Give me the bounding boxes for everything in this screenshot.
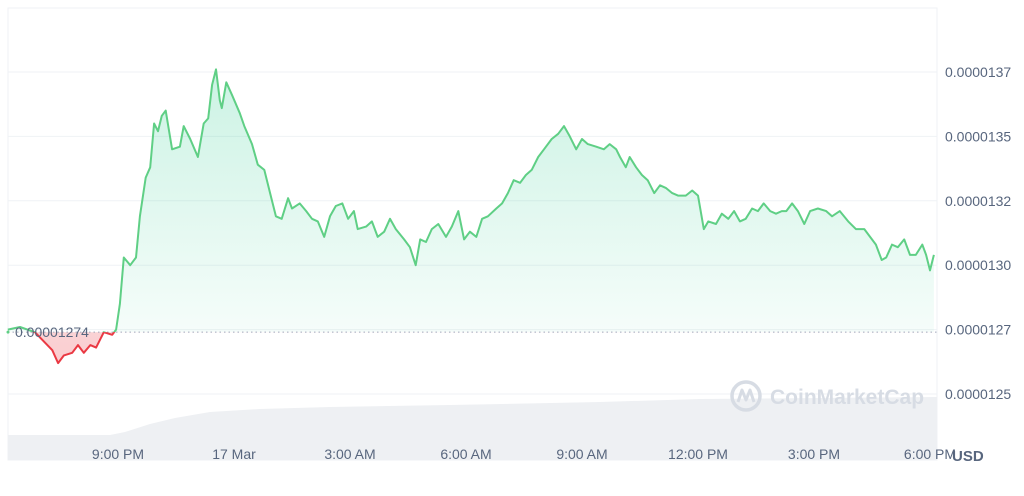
x-tick-label: 6:00 AM — [440, 446, 491, 462]
y-axis-unit: USD — [952, 448, 984, 465]
x-tick-label: 9:00 AM — [556, 446, 607, 462]
x-tick-label: 9:00 PM — [92, 446, 144, 462]
x-tick-label: 3:00 AM — [324, 446, 375, 462]
price-area-up — [7, 69, 934, 333]
baseline-label: 0.00001274 — [15, 324, 89, 340]
x-tick-label: 6:00 PM — [904, 446, 956, 462]
coinmarketcap-logo-wave — [736, 388, 756, 403]
coinmarketcap-logo-icon — [730, 380, 762, 412]
y-tick-label: 0.0000135 — [945, 128, 1011, 144]
line-start-marker — [6, 330, 10, 334]
x-tick-label: 12:00 PM — [668, 446, 728, 462]
volume-area — [8, 397, 937, 460]
price-area-down — [7, 332, 934, 364]
y-tick-label: 0.0000127 — [945, 322, 1011, 338]
x-tick-label: 3:00 PM — [788, 446, 840, 462]
y-tick-label: 0.0000137 — [945, 64, 1011, 80]
price-line-up — [7, 68, 935, 333]
y-tick-label: 0.0000125 — [945, 386, 1011, 402]
y-tick-label: 0.0000132 — [945, 193, 1011, 209]
watermark-text: CoinMarketCap — [770, 386, 924, 409]
y-axis: 0.0000137 0.0000135 0.0000132 0.0000130 0.00… — [945, 64, 1011, 402]
watermark: CoinMarketCap — [730, 380, 924, 412]
y-tick-label: 0.0000130 — [945, 257, 1011, 273]
x-tick-label: 17 Mar — [212, 446, 256, 462]
x-axis: 9:00 PM 17 Mar 3:00 AM 6:00 AM 9:00 AM 12:00 … — [92, 446, 956, 462]
